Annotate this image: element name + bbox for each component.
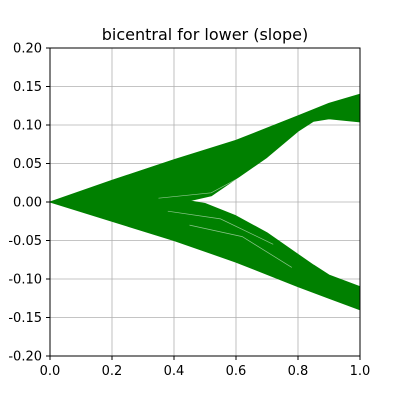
band-streak [167, 210, 274, 245]
y-tick-label: -0.20 [8, 350, 42, 365]
x-tick-label: 1.0 [350, 364, 371, 379]
x-tick-label: 0.0 [40, 364, 61, 379]
y-tick-label: 0.15 [13, 80, 42, 95]
y-tick-label: -0.15 [8, 311, 42, 326]
y-tick-label: 0.10 [13, 119, 42, 134]
x-tick-label: 0.4 [164, 364, 185, 379]
band-streak [158, 170, 252, 199]
x-axis: 0.0 0.2 0.4 0.6 0.8 1.0 [40, 356, 371, 379]
y-tick-label: -0.05 [8, 234, 42, 249]
y-tick-label: 0.00 [13, 196, 42, 211]
chart-title: bicentral for lower (slope) [102, 25, 309, 44]
y-tick-label: -0.10 [8, 273, 42, 288]
x-tick-label: 0.6 [226, 364, 247, 379]
x-tick-label: 0.8 [288, 364, 309, 379]
band-upper [49, 93, 361, 205]
band-streak [189, 224, 292, 268]
y-tick-label: 0.20 [13, 42, 42, 57]
y-axis: -0.20 -0.15 -0.10 -0.05 0.00 0.05 0.10 0.15 0.20 [8, 42, 50, 365]
x-tick-label: 0.2 [102, 364, 123, 379]
band-lower [49, 197, 361, 311]
y-tick-label: 0.05 [13, 157, 42, 172]
plot-area [49, 93, 361, 311]
